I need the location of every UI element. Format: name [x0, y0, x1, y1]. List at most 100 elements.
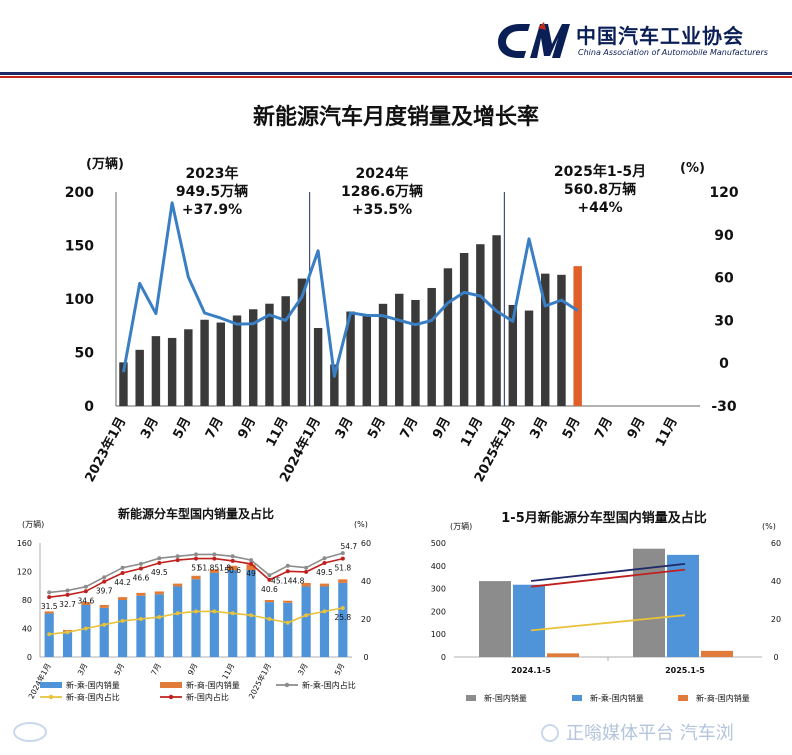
- main-sales-bar: [427, 287, 436, 406]
- annotation-2024-growth: +35.5%: [352, 202, 412, 218]
- left-commercial-share-line: [49, 607, 343, 635]
- main-sales-bar: [476, 244, 485, 406]
- left-legend-label: 新-商-国内占比: [66, 692, 120, 702]
- annotation-2025-year: 2025年1-5月: [554, 163, 646, 180]
- main-x-tick-label: 9月: [625, 415, 649, 442]
- left-data-label: 45.144.8: [271, 576, 305, 585]
- main-y-tick-label: 150: [65, 239, 94, 255]
- main-x-tick-label: 7月: [398, 415, 422, 442]
- left-passenger-bar: [118, 600, 128, 657]
- left-data-label: 49.5: [316, 568, 333, 577]
- main-x-tick-label: 5月: [171, 415, 195, 442]
- right-legend-swatch: [572, 695, 582, 701]
- main-y-tick-label: 100: [65, 292, 94, 308]
- left-data-label: 51.8: [334, 564, 351, 573]
- right-x-tick-label: 2024.1-5: [511, 666, 551, 675]
- watermark-badge-icon: [541, 724, 559, 742]
- left-legend-label: 新-乘-国内占比: [302, 680, 356, 690]
- main-sales-bar: [459, 252, 469, 406]
- right-x-tick-label: 2025.1-5: [665, 666, 705, 675]
- left-passenger-bar: [154, 594, 164, 657]
- left-legend-swatch: [160, 682, 182, 688]
- right-y2-tick-label: 0: [773, 653, 778, 662]
- left-legend-marker: [284, 682, 290, 688]
- left-commercial-bar: [154, 591, 164, 595]
- left-lines: [47, 551, 345, 637]
- right-bars: [479, 548, 733, 657]
- left-total-share-line-marker: [47, 595, 52, 600]
- bottom-watermark: 正嗡媒体平台 汽车浏: [13, 722, 734, 744]
- right-y-tick-label: 0: [441, 653, 446, 662]
- org-name-cn: 中国汽车工业协会: [576, 24, 744, 48]
- left-commercial-bar: [246, 564, 256, 571]
- main-y2-tick-label: 90: [714, 228, 734, 244]
- main-growth-line: [122, 201, 579, 378]
- main-y-tick-label: 50: [75, 346, 95, 362]
- right-lines: [530, 563, 686, 632]
- main-x-tick-label: 5月: [365, 415, 389, 442]
- main-y2-tick-label: 60: [714, 271, 734, 287]
- main-x-tick-label: 7月: [592, 415, 616, 442]
- right-legend-label: 新-乘-国内销量: [590, 693, 644, 703]
- main-sales-bar: [395, 293, 404, 406]
- main-x-tick-label: 3月: [333, 415, 357, 442]
- right-y2-tick-label: 20: [771, 615, 781, 624]
- left-x-tick-label: 11月: [220, 662, 236, 681]
- left-passenger-share-line: [49, 552, 344, 594]
- main-chart-title: 新能源汽车月度销量及增长率: [253, 104, 539, 130]
- left-data-label: 40.6: [261, 585, 278, 594]
- left-commercial-bar: [264, 600, 274, 603]
- right-y-left-unit: (万辆): [450, 521, 472, 531]
- main-sales-bar: [541, 273, 550, 406]
- left-y-tick-label: 120: [17, 568, 32, 577]
- main-y-left-unit: (万辆): [86, 156, 124, 172]
- left-passenger-bar: [99, 607, 109, 657]
- left-commercial-bar: [44, 611, 54, 614]
- left-data-label: 51: [191, 564, 201, 573]
- left-commercial-bar: [209, 569, 219, 573]
- left-data-label: 34.6: [78, 596, 95, 605]
- main-sales-bar: [200, 319, 209, 406]
- left-passenger-bar: [62, 631, 73, 657]
- left-y2-tick-label: 40: [361, 577, 371, 586]
- right-total-bar: [479, 581, 511, 657]
- right-y-tick-label: 200: [431, 607, 446, 616]
- left-legend-swatch: [40, 682, 62, 688]
- main-sales-bar: [524, 310, 534, 406]
- caam-logo-icon: [498, 22, 570, 58]
- left-commercial-bar: [301, 582, 311, 587]
- right-legend-label: 新-商-国内销量: [696, 693, 750, 703]
- main-bars: [119, 235, 582, 406]
- left-commercial-bar: [319, 583, 330, 587]
- main-x-tick-label: 7月: [203, 415, 227, 442]
- main-y-right-unit: (%): [680, 161, 705, 176]
- main-y2-tick-label: 0: [719, 356, 729, 372]
- left-y-tick-label: 0: [27, 653, 32, 662]
- left-data-label: 31.5: [41, 602, 58, 611]
- right-passenger-bar: [513, 584, 545, 657]
- left-x-tick-label: 5月: [333, 662, 347, 677]
- left-commercial-bar: [118, 597, 128, 600]
- type-domestic-chart: 新能源分车型国内销量及占比 (万辆) (%) 0 40 80 120 160 0 20 40 6…: [17, 506, 371, 702]
- left-x-tick-label: 3月: [296, 662, 310, 677]
- left-y2-tick-label: 20: [361, 615, 371, 624]
- main-x-tick-label: 2023年1月: [82, 414, 130, 484]
- right-y2-tick-label: 40: [771, 577, 781, 586]
- main-x-tick-label: 11月: [264, 415, 292, 449]
- annotation-2025-total: 560.8万辆: [564, 181, 636, 198]
- right-legend-label: 新-国内销量: [484, 693, 527, 703]
- left-y-tick-label: 80: [22, 596, 32, 605]
- annotation-2024-total: 1286.6万辆: [341, 183, 423, 200]
- right-commercial-bar: [701, 650, 733, 657]
- left-legend-marker: [168, 694, 174, 700]
- main-sales-bar: [492, 235, 501, 406]
- left-commercial-bar: [81, 602, 91, 605]
- left-y2-tick-label: 60: [361, 539, 371, 548]
- left-passenger-bar: [264, 602, 274, 657]
- left-data-label: 25.8: [334, 613, 351, 622]
- main-sales-bar: [378, 303, 388, 406]
- main-x-tick-label: 11月: [458, 415, 486, 449]
- header-rule-red: [0, 76, 792, 78]
- right-total-bar: [633, 548, 665, 657]
